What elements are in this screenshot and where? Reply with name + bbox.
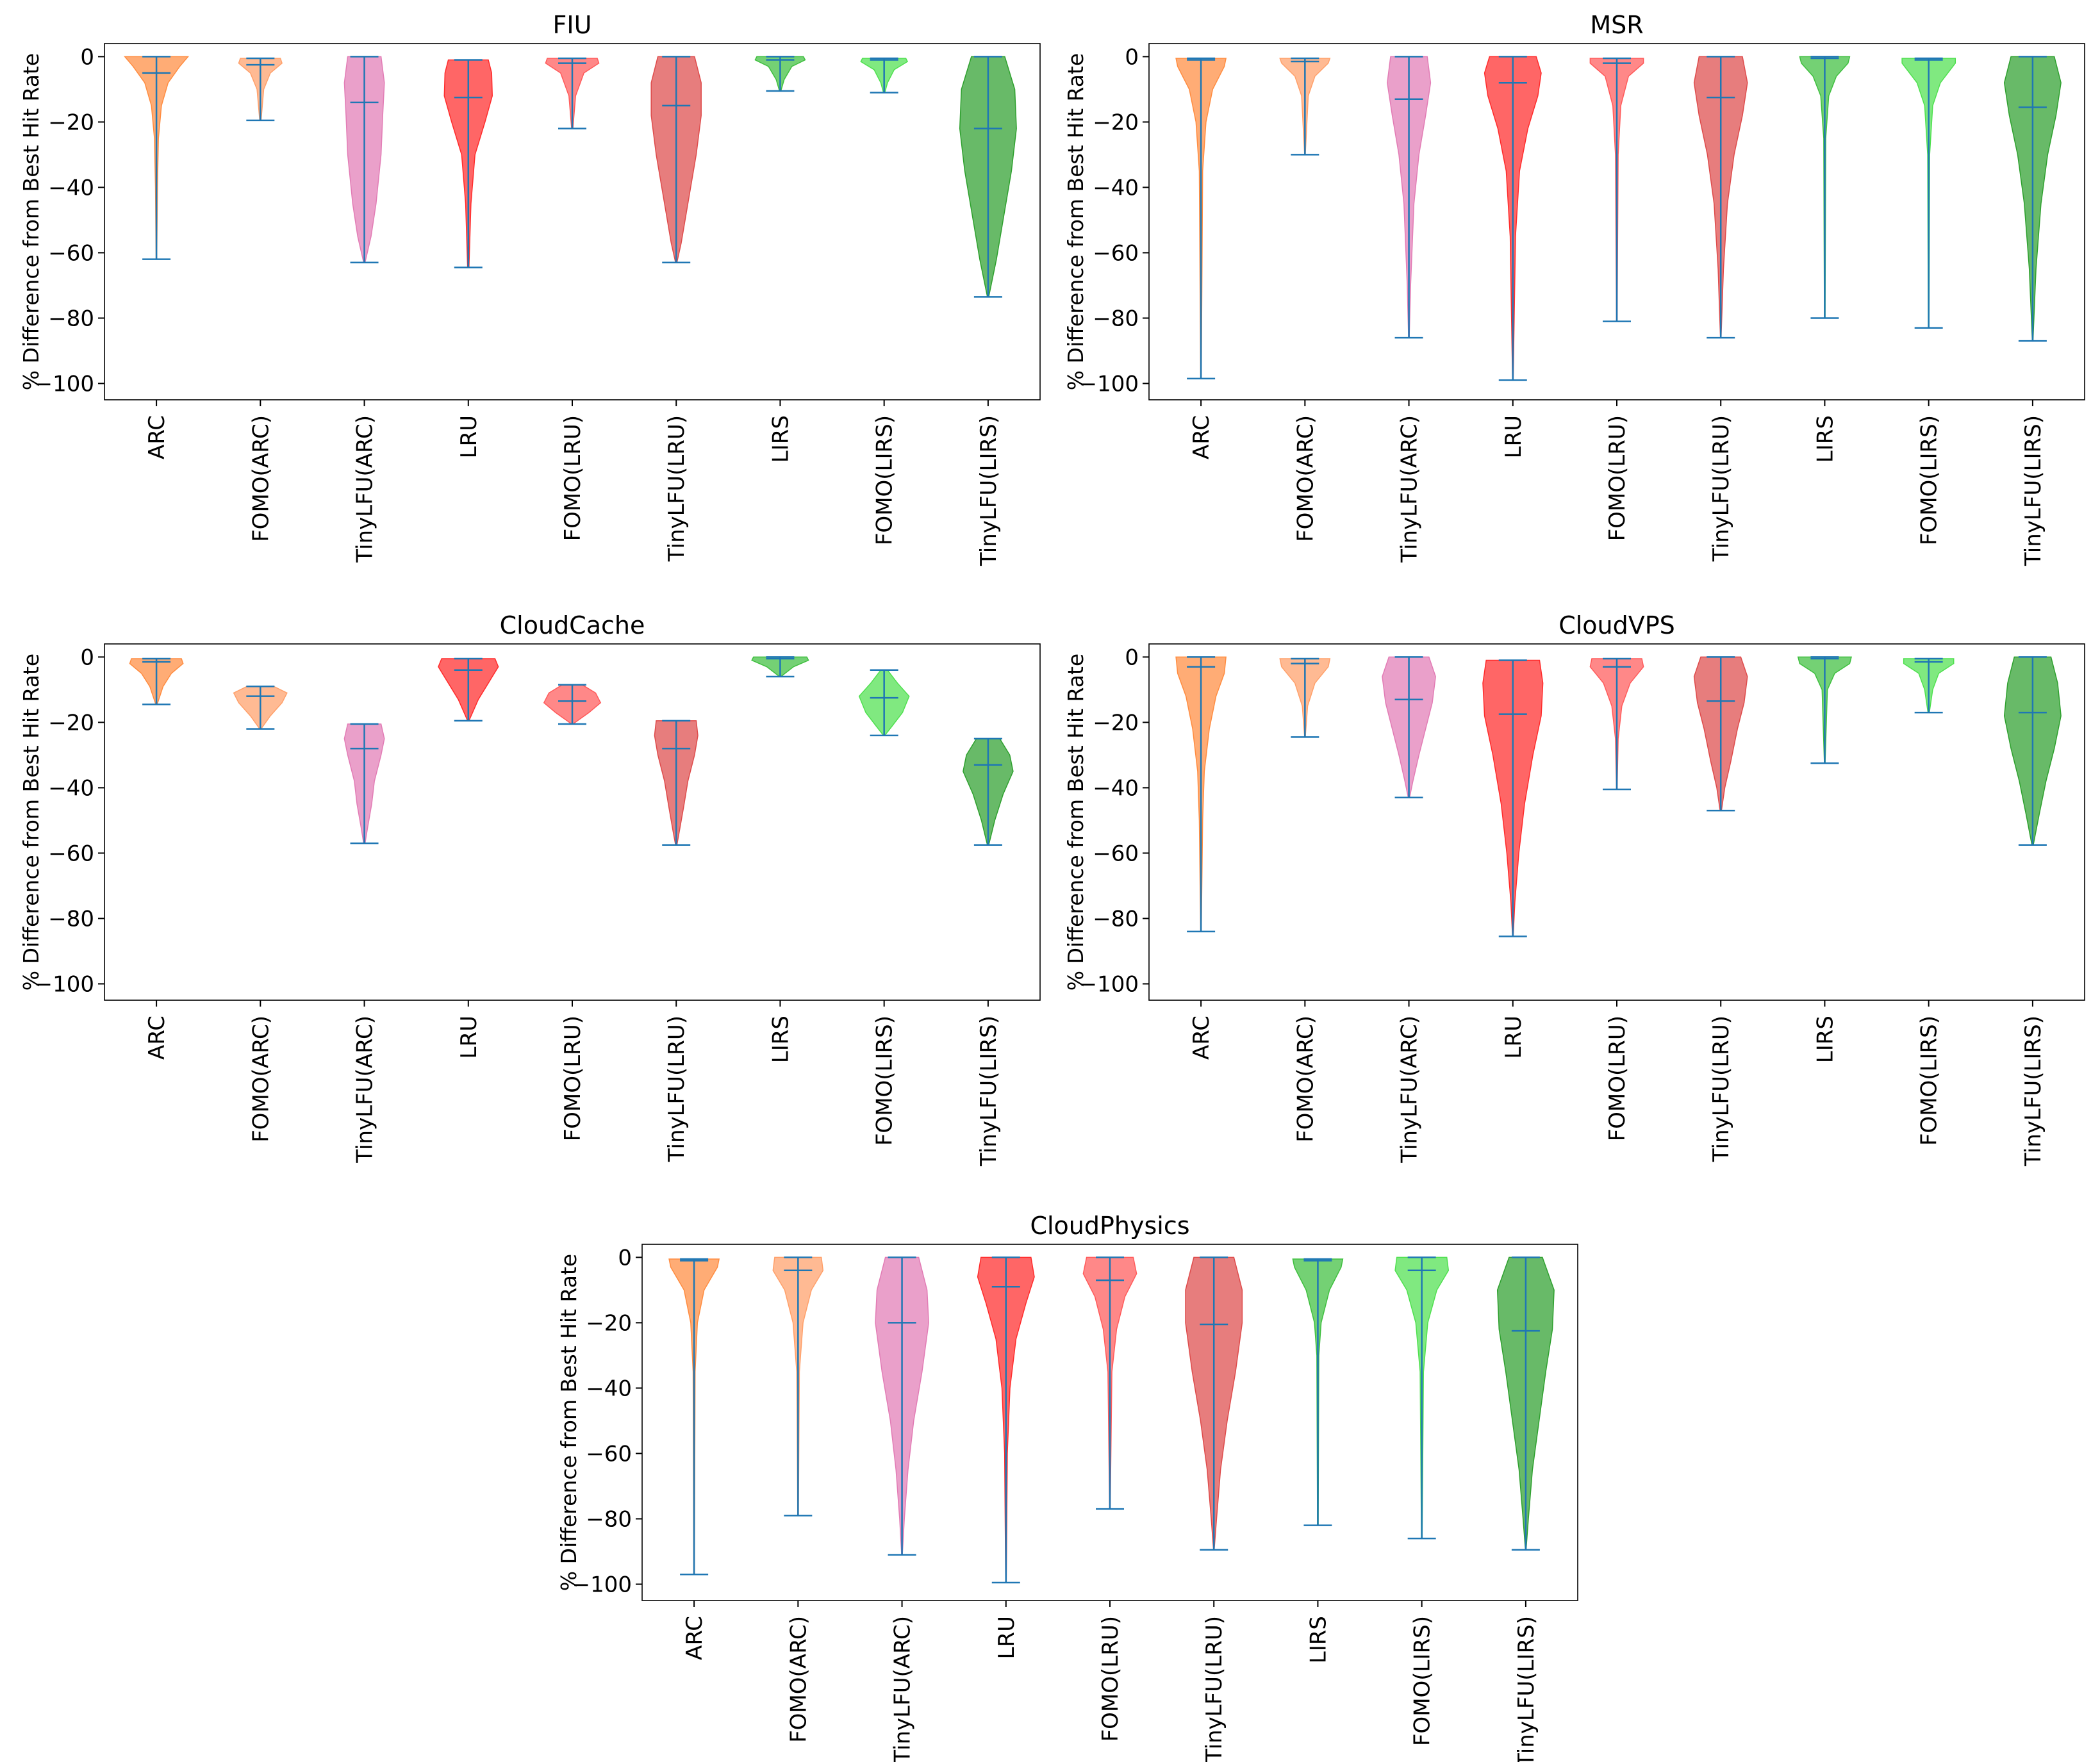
x-tick-label: FOMO(LRU)	[560, 1016, 586, 1141]
panel-cloudcache: CloudCache % Difference from Best Hit Rat…	[19, 611, 1041, 1167]
x-tick-label: LIRS	[1305, 1616, 1331, 1663]
axes-frame	[1148, 43, 2085, 400]
x-tick-label: FOMO(LRU)	[1098, 1616, 1123, 1741]
y-tick-label: −60	[48, 841, 94, 866]
x-tick-label: LIRS	[1812, 415, 1838, 463]
y-tick-label: −80	[1093, 306, 1139, 331]
y-axis-label: % Difference from Best Hit Rate	[19, 53, 44, 390]
axes-frame	[104, 643, 1041, 1001]
x-tick-label: FOMO(LRU)	[560, 415, 586, 541]
y-tick-label: −100	[572, 1572, 632, 1597]
y-tick-label: −80	[48, 906, 94, 932]
x-tick-label: TinyLFU(ARC)	[1397, 1016, 1423, 1164]
y-tick-label: −100	[35, 371, 94, 397]
y-tick-label: 0	[80, 645, 94, 670]
y-tick-label: −20	[48, 110, 94, 135]
axes-frame	[1148, 643, 2085, 1001]
x-tick-label: FOMO(LIRS)	[1917, 415, 1942, 545]
y-tick-label: −20	[586, 1310, 632, 1336]
x-tick-label: LRU	[456, 415, 482, 458]
y-tick-label: −40	[1093, 775, 1139, 801]
y-tick-label: −80	[1093, 906, 1139, 932]
y-tick-label: −20	[48, 710, 94, 736]
y-tick-label: −80	[586, 1506, 632, 1532]
y-tick-label: −40	[48, 775, 94, 801]
y-tick-label: 0	[1125, 645, 1139, 670]
x-tick-label: FOMO(ARC)	[786, 1616, 811, 1743]
y-axis-label: % Difference from Best Hit Rate	[556, 1254, 581, 1591]
y-tick-label: 0	[618, 1245, 632, 1271]
x-tick-label: FOMO(ARC)	[1293, 1016, 1318, 1142]
panel-cloudvps: CloudVPS % Difference from Best Hit Rate 0…	[1063, 611, 2085, 1167]
y-tick-label: −100	[35, 971, 94, 997]
y-tick-label: −40	[48, 175, 94, 201]
y-tick-label: −20	[1093, 110, 1139, 135]
panels: FIU % Difference from Best Hit Rate 0 −20 −4…	[19, 11, 2085, 1762]
y-tick-label: −100	[1079, 971, 1139, 997]
x-tick-label: FOMO(ARC)	[248, 1016, 274, 1142]
y-tick-label: −60	[48, 240, 94, 266]
chart-title: CloudCache	[500, 611, 645, 639]
x-tick-label: TinyLFU(LRU)	[1708, 415, 1734, 562]
x-tick-label: FOMO(LRU)	[1605, 1016, 1630, 1141]
x-tick-label: FOMO(LRU)	[1605, 415, 1630, 541]
y-axis-label: % Difference from Best Hit Rate	[1063, 654, 1088, 991]
panel-cloudphysics: CloudPhysics % Difference from Best Hit R…	[556, 1212, 1578, 1762]
x-tick-label: LRU	[456, 1016, 482, 1058]
y-tick-label: −40	[1093, 175, 1139, 201]
y-tick-label: −80	[48, 306, 94, 331]
chart-title: FIU	[553, 11, 592, 39]
y-axis-label: % Difference from Best Hit Rate	[1063, 53, 1088, 390]
x-tick-label: LIRS	[768, 415, 793, 463]
axes-frame	[641, 1244, 1578, 1601]
x-tick-label: TinyLFU(ARC)	[890, 1616, 916, 1762]
x-tick-label: FOMO(LIRS)	[872, 1016, 898, 1146]
x-tick-label: ARC	[144, 415, 170, 459]
x-tick-label: TinyLFU(LRU)	[1708, 1016, 1734, 1162]
x-tick-label: TinyLFU(LIRS)	[976, 415, 1002, 566]
x-tick-label: TinyLFU(ARC)	[1397, 415, 1423, 563]
x-tick-label: TinyLFU(ARC)	[352, 1016, 378, 1164]
y-tick-label: −60	[586, 1441, 632, 1467]
x-tick-label: TinyLFU(LIRS)	[976, 1016, 1002, 1167]
x-tick-label: TinyLFU(ARC)	[352, 415, 378, 563]
x-tick-label: TinyLFU(LRU)	[664, 1016, 690, 1162]
x-tick-label: ARC	[144, 1016, 170, 1060]
x-tick-label: FOMO(ARC)	[248, 415, 274, 542]
x-tick-label: FOMO(LIRS)	[1917, 1016, 1942, 1146]
panel-msr: MSR % Difference from Best Hit Rate 0 −20 −4…	[1063, 11, 2085, 566]
x-tick-label: LIRS	[768, 1016, 793, 1063]
x-tick-label: LRU	[994, 1616, 1020, 1659]
x-tick-label: TinyLFU(LIRS)	[2021, 415, 2046, 566]
axes-frame	[104, 43, 1041, 400]
x-tick-label: TinyLFU(LIRS)	[2021, 1016, 2046, 1167]
y-axis-label: % Difference from Best Hit Rate	[19, 654, 44, 991]
panel-fiu: FIU % Difference from Best Hit Rate 0 −20 −4…	[19, 11, 1041, 566]
y-tick-label: 0	[80, 44, 94, 70]
x-tick-label: TinyLFU(LRU)	[1202, 1616, 1227, 1762]
x-tick-label: LRU	[1501, 415, 1526, 458]
x-tick-label: LIRS	[1812, 1016, 1838, 1063]
x-tick-label: FOMO(LIRS)	[1410, 1616, 1435, 1746]
y-tick-label: −100	[1079, 371, 1139, 397]
chart-title: CloudPhysics	[1030, 1212, 1189, 1240]
x-tick-label: LRU	[1501, 1016, 1526, 1058]
x-tick-label: ARC	[682, 1616, 707, 1660]
x-tick-label: TinyLFU(LIRS)	[1514, 1616, 1539, 1762]
x-tick-label: FOMO(ARC)	[1293, 415, 1318, 542]
x-tick-label: ARC	[1189, 415, 1214, 459]
y-tick-label: 0	[1125, 44, 1139, 70]
y-tick-label: −60	[1093, 240, 1139, 266]
y-tick-label: −20	[1093, 710, 1139, 736]
x-tick-label: FOMO(LIRS)	[872, 415, 898, 545]
x-tick-label: TinyLFU(LRU)	[664, 415, 690, 562]
chart-title: MSR	[1590, 11, 1643, 39]
x-tick-label: ARC	[1189, 1016, 1214, 1060]
y-tick-label: −60	[1093, 841, 1139, 866]
y-tick-label: −40	[586, 1376, 632, 1401]
chart-title: CloudVPS	[1558, 611, 1675, 639]
